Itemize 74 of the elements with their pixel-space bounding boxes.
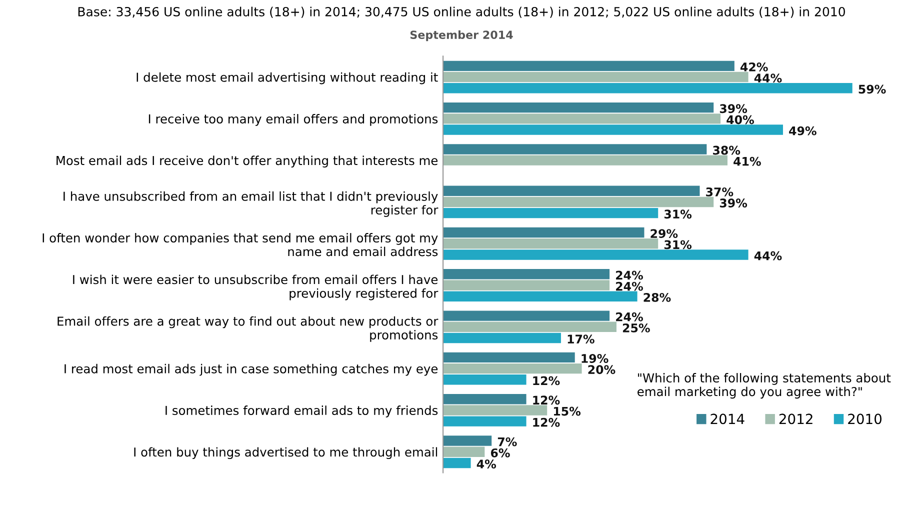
data-label: 28%	[644, 292, 671, 302]
data-label: 41%	[734, 156, 761, 166]
bar	[443, 83, 852, 94]
bar	[443, 363, 582, 374]
bar	[443, 436, 492, 446]
bar	[443, 238, 658, 249]
bar	[443, 332, 561, 344]
data-label: 4%	[476, 460, 496, 468]
bar	[443, 416, 526, 426]
legend-label: 2010	[848, 414, 882, 424]
bar	[443, 394, 526, 404]
bar	[443, 250, 748, 260]
bar	[443, 269, 610, 280]
bar	[443, 155, 728, 166]
data-label: 44%	[754, 251, 782, 260]
data-label: 25%	[622, 323, 650, 332]
bar	[443, 124, 783, 135]
bar	[443, 102, 714, 113]
y-tick-label: I have unsubscribed from an email list that I didn't previously register for	[64, 191, 438, 217]
data-label: 59%	[858, 84, 886, 94]
bar	[443, 374, 526, 385]
data-label: 40%	[726, 115, 754, 124]
y-tick-label: I sometimes forward email ads to my friends	[166, 406, 438, 418]
annotation: "Which of the following statements about email marketing do you agree with?"	[638, 373, 891, 399]
bar	[443, 144, 707, 154]
data-label: 12%	[533, 376, 560, 386]
data-label: 29%	[650, 229, 678, 238]
bar	[443, 196, 714, 208]
legend-label: 2014	[710, 414, 744, 424]
bar	[443, 208, 658, 218]
data-label: 15%	[554, 406, 581, 416]
data-label: 44%	[754, 74, 782, 83]
bar	[443, 352, 575, 363]
chart-title: Base: 33,456 US online adults (18+) in 2014; 30,475 US online adults (18+) in 2012; 5,022 US online adults (18+) in 2010	[78, 6, 845, 18]
data-label: 12%	[533, 418, 560, 427]
data-label: 19%	[582, 354, 608, 363]
bar	[443, 280, 610, 290]
data-label: 38%	[713, 146, 740, 155]
y-tick-label: I read most email ads just in case something catches my eye	[64, 364, 438, 376]
y-tick-label: I delete most email advertising without reading it	[136, 72, 438, 84]
bar	[443, 227, 644, 238]
bar	[443, 72, 748, 82]
bar	[443, 114, 721, 124]
data-label: 31%	[664, 240, 692, 250]
bar	[443, 405, 548, 416]
legend-label: 2012	[779, 414, 812, 424]
y-tick-label: Email offers are a great way to find out about new products or promotions	[58, 316, 438, 342]
data-label: 24%	[616, 270, 643, 280]
data-label: 6%	[490, 448, 510, 458]
y-tick-label: I wish it were easier to unsubscribe from email offers I have previously registered for	[73, 274, 438, 300]
data-label: 7%	[498, 437, 517, 446]
data-label: 24%	[616, 282, 643, 291]
bar	[443, 60, 734, 72]
data-label: 12%	[533, 396, 560, 405]
data-label: 37%	[706, 187, 734, 196]
bar	[443, 446, 485, 457]
data-label: 31%	[664, 210, 692, 219]
chart-subtitle: September 2014	[410, 30, 513, 42]
data-label: 17%	[568, 334, 594, 344]
data-label: 39%	[720, 104, 748, 114]
bar	[443, 322, 616, 332]
data-label: 42%	[740, 62, 768, 72]
y-tick-label: I receive too many email offers and promotions	[148, 114, 438, 126]
bar	[443, 186, 700, 196]
data-label: 24%	[616, 312, 643, 322]
y-tick-label: Most email ads I receive don't offer anything that interests me	[56, 156, 438, 168]
bar	[443, 310, 610, 321]
bar	[443, 291, 638, 302]
data-label: 39%	[720, 198, 748, 208]
y-tick-label: I often buy things advertised to me through email	[134, 447, 438, 460]
bar	[443, 458, 471, 468]
data-label: 49%	[789, 126, 816, 136]
data-label: 20%	[588, 365, 616, 374]
y-tick-label: I often wonder how companies that send me email offers got my name and email address	[42, 233, 438, 256]
